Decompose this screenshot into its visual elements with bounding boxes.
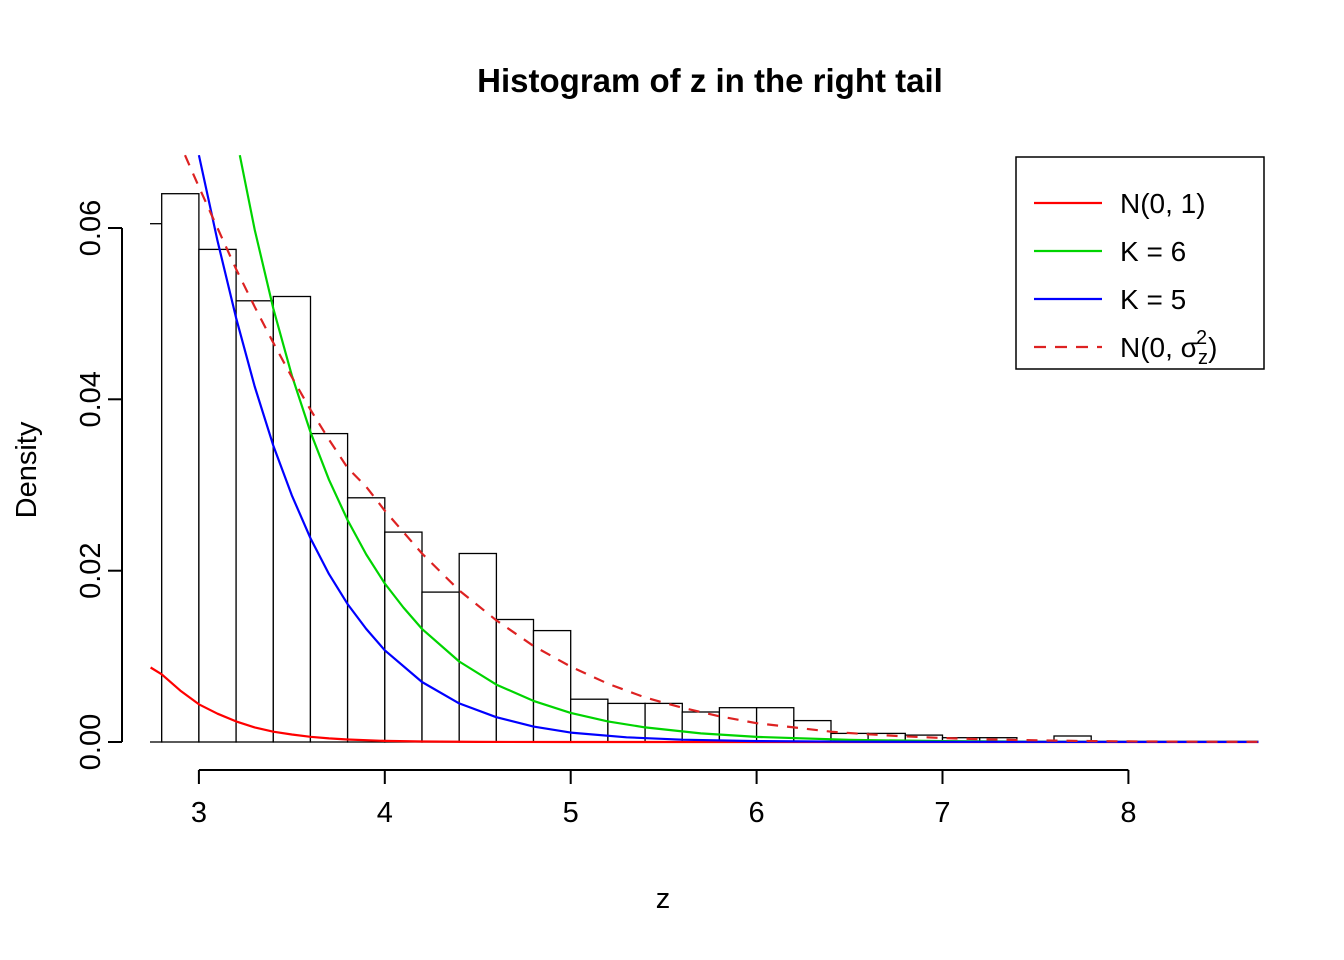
- legend-label-nsigma-sup: 2: [1196, 327, 1207, 349]
- curve-k5: [197, 154, 1259, 744]
- x-tick-label: 5: [563, 797, 579, 829]
- histogram-bar: [421, 591, 460, 743]
- chart-title: Histogram of z in the right tail: [477, 62, 943, 99]
- legend-label-nsigma: N(0, σz2): [1120, 327, 1217, 369]
- legend-box: [1015, 156, 1265, 370]
- curve-nsigma: [183, 154, 1259, 743]
- histogram-bar: [235, 300, 274, 743]
- histogram-bar: [384, 531, 423, 743]
- curve-n01: [150, 666, 1259, 744]
- histogram-bar: [272, 295, 312, 743]
- legend-label-nsigma-suffix: ): [1208, 332, 1217, 363]
- density-curves: [150, 154, 1259, 744]
- y-tick-label: 0.06: [75, 200, 107, 256]
- histogram-bar: [198, 248, 237, 743]
- y-tick-label: 0.04: [75, 371, 107, 427]
- y-tick-label: 0.00: [75, 714, 107, 770]
- legend-label-nsigma-sub: z: [1198, 347, 1208, 369]
- histogram-bar: [532, 629, 572, 743]
- y-axis-label: Density: [11, 421, 43, 518]
- histogram-bars: [150, 193, 1092, 743]
- legend-label-k5: K = 5: [1120, 284, 1186, 315]
- x-tick-label: 4: [377, 797, 393, 829]
- histogram-bar: [346, 497, 386, 743]
- curve-k6: [238, 154, 1259, 744]
- x-axis: 3 4 5 6 7 8: [191, 769, 1136, 829]
- legend: N(0, 1) K = 6 K = 5 N(0, σz2): [1015, 156, 1265, 370]
- histogram-bar: [150, 223, 163, 743]
- y-axis: 0.00 0.02 0.04 0.06: [75, 200, 123, 770]
- x-tick-label: 3: [191, 797, 207, 829]
- histogram-bar: [681, 711, 721, 743]
- x-tick-label: 7: [934, 797, 950, 829]
- x-axis-label: z: [656, 883, 671, 915]
- histogram-bar: [309, 432, 349, 743]
- legend-label-k6: K = 6: [1120, 236, 1186, 267]
- histogram-bar: [644, 702, 683, 743]
- y-tick-label: 0.02: [75, 542, 107, 598]
- legend-label-n01: N(0, 1): [1120, 188, 1206, 219]
- legend-label-nsigma-prefix: N(0, σ: [1120, 332, 1198, 363]
- x-tick-label: 8: [1120, 797, 1136, 829]
- histogram-bar: [161, 193, 200, 743]
- histogram-bar: [458, 552, 498, 743]
- histogram-bar: [495, 618, 535, 743]
- x-tick-label: 6: [749, 797, 765, 829]
